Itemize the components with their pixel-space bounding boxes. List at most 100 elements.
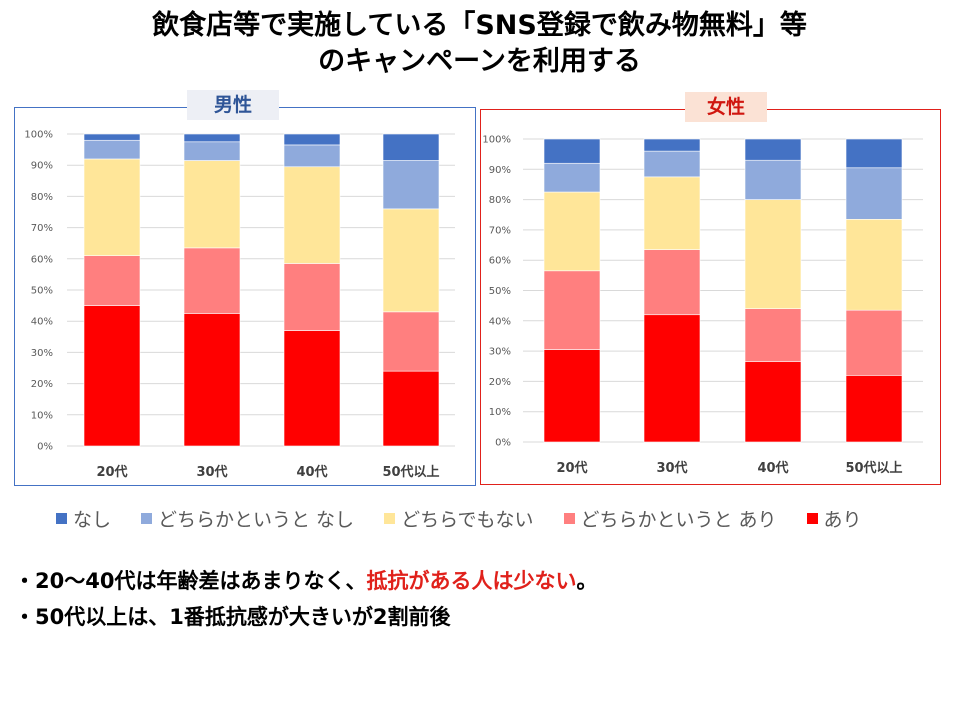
legend-swatch-icon (563, 512, 575, 524)
legend-label: どちらでもない (401, 508, 534, 531)
y-tick-label: 80% (489, 195, 511, 206)
bar-segment (543, 349, 601, 443)
note-line-1-highlight: 抵抗がある人は少ない (366, 569, 577, 593)
y-tick-label: 30% (489, 347, 511, 358)
bar-segment (643, 314, 701, 443)
female-chart-panel: 0% 10% 20% 30% 40% 50% 60% 70% 80% 90% 100% 20代 30代 4… (480, 109, 941, 485)
legend-item-rather-yes: どちらかというと あり (563, 505, 777, 532)
summary-notes: ・20～40代は年齢差はあまりなく、抵抗がある人は少ない。 ・50代以上は、1番… (14, 563, 597, 635)
bar-segment (744, 199, 802, 309)
legend-item-rather-none: どちらかというと なし (141, 505, 354, 532)
bar-segment (83, 139, 141, 160)
bar-segment (643, 150, 701, 178)
x-tick-label: 40代 (296, 464, 327, 480)
y-tick-label: 60% (31, 254, 53, 265)
x-tick-label: 30代 (196, 464, 227, 480)
y-tick-label: 90% (489, 165, 511, 176)
bar-segment (382, 160, 440, 210)
bar-segment (382, 133, 440, 161)
legend-label: あり (823, 508, 862, 531)
bar-segment (744, 361, 802, 443)
bar-segment (845, 309, 903, 376)
y-tick-label: 70% (31, 223, 53, 234)
bar-segment (283, 144, 341, 168)
male-stacked-bar-chart: 0% 10% 20% 30% 40% 50% 60% 70% 80% 90% 100% 20代 30代 4… (24, 130, 455, 480)
note-line-2: ・50代以上は、1番抵抗感が大きいが2割前後 (14, 605, 451, 629)
note-line-1-prefix: ・20～40代は年齢差はあまりなく、 (14, 569, 367, 593)
bar-segment (183, 247, 241, 314)
y-tick-label: 100% (24, 130, 53, 141)
bar-segment (83, 158, 141, 256)
legend-swatch-icon (384, 512, 396, 524)
y-tick-label: 50% (489, 286, 511, 297)
y-tick-label: 10% (489, 407, 511, 418)
legend-label: なし (73, 508, 112, 531)
y-tick-label: 90% (31, 161, 53, 172)
legend-label: どちらかというと なし (158, 508, 355, 531)
legend-swatch-icon (806, 512, 818, 524)
bar-segment (283, 263, 341, 331)
bar-segment (283, 330, 341, 447)
female-stacked-bar-chart: 0% 10% 20% 30% 40% 50% 60% 70% 80% 90% 100% 20代 30代 4… (482, 135, 923, 476)
legend-swatch-icon (141, 512, 153, 524)
title-line-2: のキャンペーンを利用する (318, 46, 641, 77)
bar-segment (744, 159, 802, 200)
bar-segment (183, 141, 241, 161)
bar-segment (283, 166, 341, 264)
bar-segment (643, 176, 701, 250)
female-panel-label: 女性 (685, 92, 767, 122)
legend-swatch-icon (56, 512, 67, 524)
bar-segment (283, 133, 341, 146)
legend-item-yes: あり (806, 505, 862, 532)
bar-segment (543, 138, 601, 164)
bar-segment (543, 270, 601, 350)
bar-segment (183, 160, 241, 249)
y-tick-label: 0% (495, 438, 511, 449)
bar-segment (744, 308, 802, 363)
y-tick-label: 50% (31, 286, 53, 297)
bar-segment (845, 218, 903, 311)
male-chart-panel: 0% 10% 20% 30% 40% 50% 60% 70% 80% 90% 100% 20代 30代 4… (14, 107, 476, 486)
legend-item-none: なし (56, 505, 111, 532)
bar-segment (382, 311, 440, 372)
male-panel-label: 男性 (187, 90, 279, 120)
bar-segment (543, 162, 601, 193)
y-tick-label: 0% (37, 442, 53, 453)
x-tick-label: 30代 (656, 460, 687, 476)
y-tick-label: 70% (489, 225, 511, 236)
y-tick-label: 60% (489, 256, 511, 267)
bar-segment (83, 255, 141, 306)
bar-segment (83, 305, 141, 447)
bar-segment (643, 249, 701, 316)
chart-legend: なし どちらかというと なし どちらでもない どちらかというと あり あり (56, 505, 936, 531)
bar-segment (543, 191, 601, 272)
bar-segment (382, 208, 440, 313)
note-line-1: ・20～40代は年齢差はあまりなく、抵抗がある人は少ない。 (14, 563, 597, 599)
bar-segment (744, 138, 802, 161)
y-tick-label: 40% (31, 317, 53, 328)
legend-item-neutral: どちらでもない (384, 505, 534, 532)
x-tick-label: 20代 (96, 464, 127, 480)
x-tick-label: 50代以上 (382, 464, 439, 480)
x-tick-label: 50代以上 (845, 460, 902, 476)
y-tick-label: 30% (31, 348, 53, 359)
y-tick-label: 100% (482, 135, 511, 146)
y-tick-label: 10% (31, 410, 53, 421)
bar-segment (845, 375, 903, 443)
x-tick-label: 20代 (556, 460, 587, 476)
y-tick-label: 40% (489, 316, 511, 327)
bar-segment (643, 138, 701, 152)
bar-segment (845, 167, 903, 220)
legend-label: どちらかというと あり (580, 508, 777, 531)
page-title: 飲食店等で実施している「SNS登録で飲み物無料」等 のキャンペーンを利用する (0, 8, 959, 80)
bar-segment (382, 370, 440, 447)
bar-segment (845, 138, 903, 169)
note-line-1-suffix: 。 (576, 569, 598, 593)
bar-segment (183, 133, 241, 143)
title-line-1: 飲食店等で実施している「SNS登録で飲み物無料」等 (152, 10, 807, 41)
y-tick-label: 20% (31, 379, 53, 390)
bar-segment (83, 133, 141, 141)
y-tick-label: 80% (31, 192, 53, 203)
bar-segment (183, 313, 241, 447)
x-tick-label: 40代 (757, 460, 788, 476)
